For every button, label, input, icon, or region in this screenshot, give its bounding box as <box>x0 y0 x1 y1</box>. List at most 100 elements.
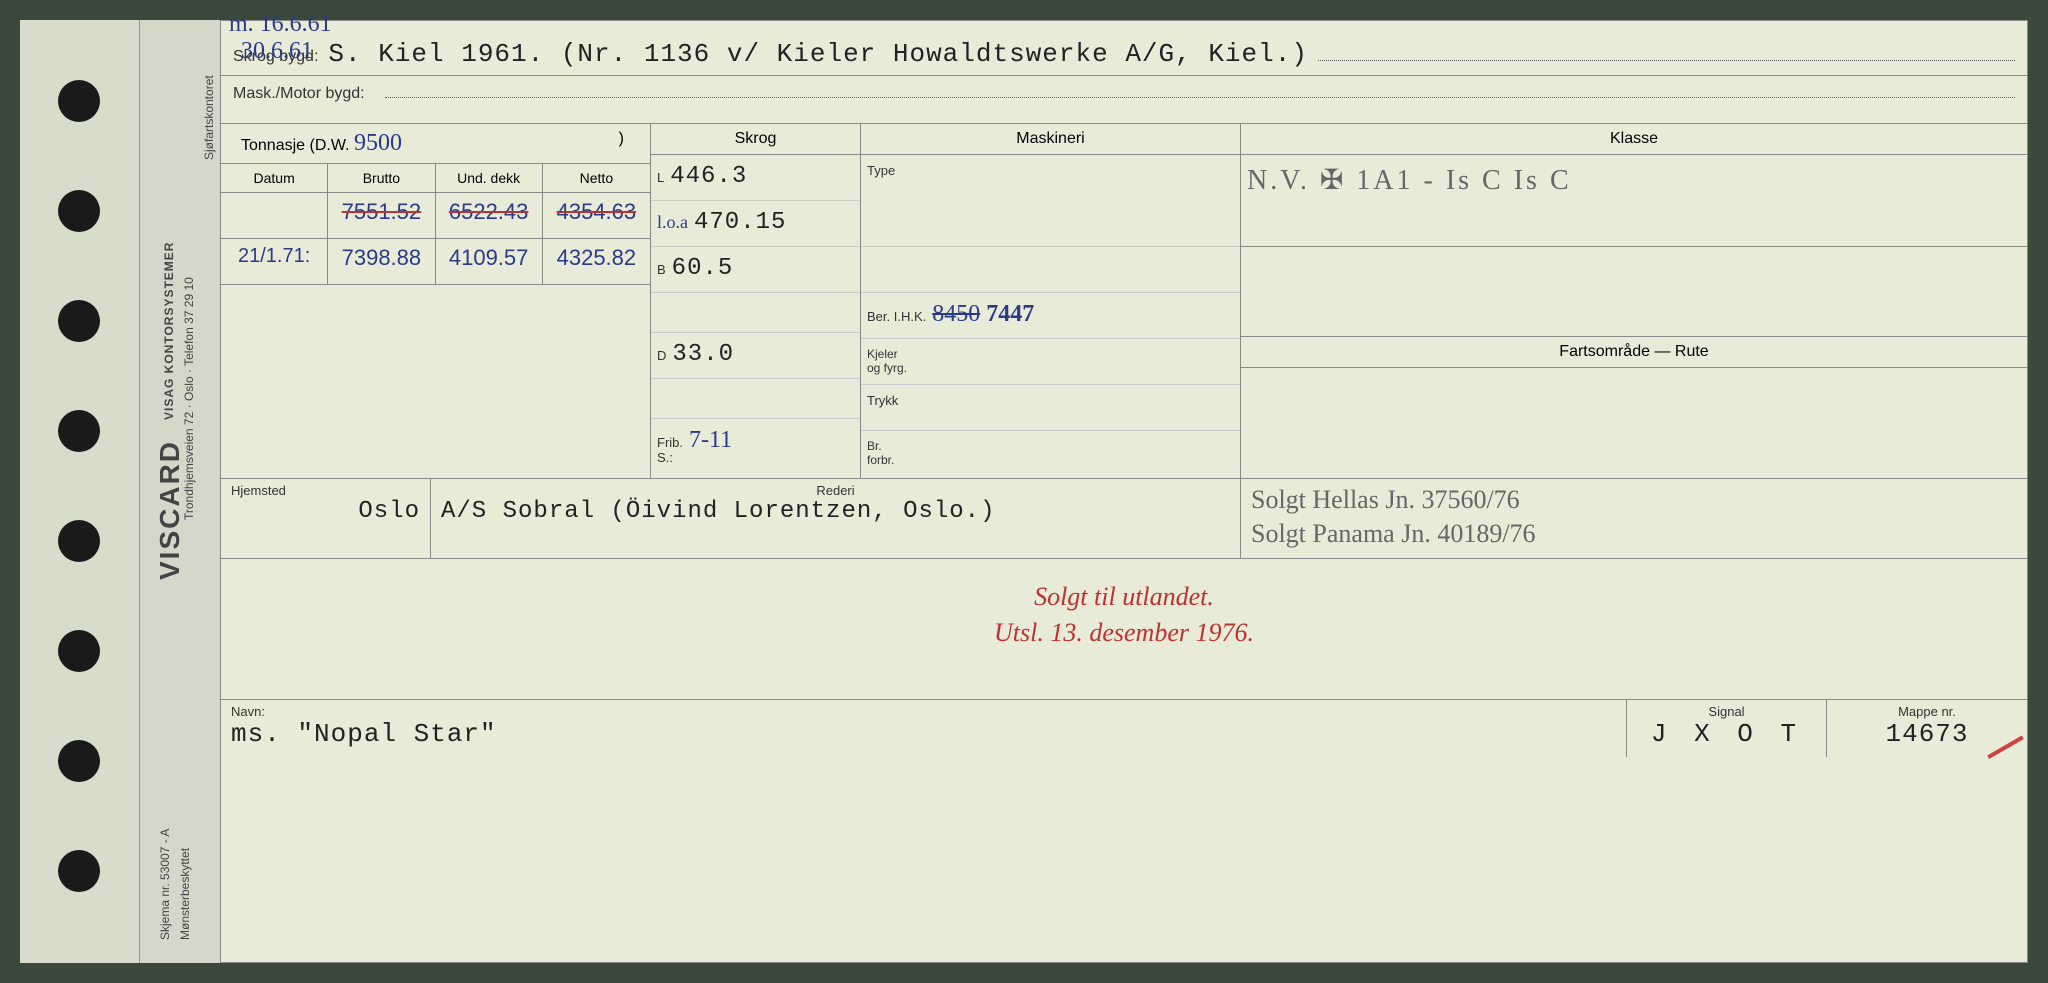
skrog-frib-row: Frib. S.: 7-11 <box>651 419 860 473</box>
B-value: 60.5 <box>672 255 734 282</box>
punch-hole <box>58 300 100 342</box>
brutto-1: 7551.52 <box>328 193 435 239</box>
und-1: 6522.43 <box>436 193 543 239</box>
klasse-value: N.V. ✠ 1A1 - Is C Is C <box>1247 163 1572 197</box>
frib-value: 7-11 <box>689 427 732 454</box>
D-value: 33.0 <box>672 341 734 368</box>
mask-bygd-label: Mask./Motor bygd: <box>233 85 365 103</box>
main-data-grid: Tonnasje (D.W. 9500 ) Datum Brutto Und. … <box>221 124 2027 479</box>
netto-1: 4354.63 <box>543 193 650 239</box>
mask-br-row: Br. forbr. <box>861 431 1240 477</box>
klasse-column: Klasse N.V. ✠ 1A1 - Is C Is C Fartsområd… <box>1241 124 2027 478</box>
klasse-header: Klasse <box>1241 124 2027 155</box>
skrog-D-row: D 33.0 <box>651 333 860 379</box>
punch-hole <box>58 740 100 782</box>
tonnasje-empty <box>221 285 650 445</box>
punch-hole <box>58 850 100 892</box>
rederi-value: A/S Sobral (Öivind Lorentzen, Oslo.) <box>441 498 1230 525</box>
pencil-notes: Solgt Hellas Jn. 37560/76 Solgt Panama J… <box>1251 483 2017 551</box>
notes-area: Solgt til utlandet. Utsl. 13. desember 1… <box>221 559 2027 699</box>
skrog-empty2 <box>651 379 860 419</box>
rederi-label: Rederi <box>441 483 1230 498</box>
dotted-line <box>1318 45 2015 61</box>
card-body: m. 16.6.61 30.6.61 Skrog bygd: S. Kiel 1… <box>220 20 2028 963</box>
mask-kjeler-row: Kjeler og fyrg. <box>861 339 1240 385</box>
punch-hole <box>58 410 100 452</box>
punch-hole-strip <box>20 20 140 963</box>
ber-struck: 8450 <box>932 301 980 328</box>
brutto-2: 7398.88 <box>328 239 435 285</box>
und-dekk-header: Und. dekk <box>436 164 543 193</box>
L-value: 446.3 <box>670 163 747 190</box>
skrog-header: Skrog <box>651 124 860 155</box>
br-label: Br. forbr. <box>867 439 894 467</box>
signal-cell: Signal J X O T <box>1627 700 1827 757</box>
klasse-empty <box>1241 247 2027 337</box>
punch-hole <box>58 80 100 122</box>
tonnasje-header: Tonnasje (D.W. 9500 ) <box>221 124 650 164</box>
skjema-nr: Skjema nr. 53007 - A <box>158 829 172 940</box>
signal-label: Signal <box>1637 704 1816 719</box>
punch-hole <box>58 190 100 232</box>
kjeler-label: Kjeler og fyrg. <box>867 347 907 375</box>
rederi-cell: Rederi A/S Sobral (Öivind Lorentzen, Osl… <box>431 479 1241 558</box>
skrog-empty1 <box>651 293 860 333</box>
record-card: Skjema nr. 53007 - A Mønsterbeskyttet VI… <box>20 20 2028 963</box>
brutto-header: Brutto <box>328 164 435 193</box>
skrog-column: Skrog L 446.3 l.o.a 470.15 B 60.5 D 33.0 <box>651 124 861 478</box>
skrog-L-row: L 446.3 <box>651 155 860 201</box>
B-label: B <box>657 262 666 277</box>
handwritten-date-top: m. 16.6.61 30.6.61 <box>229 11 332 65</box>
navn-label: Navn: <box>231 704 1616 719</box>
monster-label: Mønsterbeskyttet <box>178 848 192 940</box>
navn-value: ms. "Nopal Star" <box>231 719 1616 749</box>
dotted-line <box>385 82 2015 98</box>
punch-hole <box>58 630 100 672</box>
mappe-label: Mappe nr. <box>1837 704 2017 719</box>
address-label: Trondhjemsveien 72 · Oslo · Telefon 37 2… <box>182 277 196 520</box>
mask-ber-row: Ber. I.H.K. 8450 7447 <box>861 293 1240 339</box>
red-handwritten-notes: Solgt til utlandet. Utsl. 13. desember 1… <box>261 579 1987 652</box>
ber-label: Ber. I.H.K. <box>867 309 926 324</box>
ber-value: 7447 <box>986 301 1034 328</box>
skrog-loa-row: l.o.a 470.15 <box>651 201 860 247</box>
tonnasje-label: Tonnasje (D.W. <box>241 137 349 154</box>
farts-empty <box>1241 368 2027 478</box>
D-label: D <box>657 348 666 363</box>
mask-bygd-row: Mask./Motor bygd: <box>221 76 2027 124</box>
hjemsted-label: Hjemsted <box>231 483 420 498</box>
datum-2: 21/1.71: <box>221 239 328 285</box>
netto-header: Netto <box>543 164 650 193</box>
mask-empty1 <box>861 247 1240 293</box>
side-margin-text: Skjema nr. 53007 - A Mønsterbeskyttet VI… <box>148 20 208 963</box>
tonnasje-row-2: 21/1.71: 7398.88 4109.57 4325.82 <box>221 239 650 285</box>
signal-value: J X O T <box>1637 719 1816 749</box>
visag-label: VISAG KONTORSYSTEMER <box>162 242 176 420</box>
klasse-value-row: N.V. ✠ 1A1 - Is C Is C <box>1241 155 2027 247</box>
hjemsted-rederi-row: Hjemsted Oslo Rederi A/S Sobral (Öivind … <box>221 479 2027 559</box>
hjemsted-cell: Hjemsted Oslo <box>221 479 431 558</box>
L-label: L <box>657 170 664 185</box>
skrog-bygd-row: Skrog bygd: S. Kiel 1961. (Nr. 1136 v/ K… <box>221 21 2027 76</box>
skrog-bygd-value: S. Kiel 1961. (Nr. 1136 v/ Kieler Howald… <box>328 39 1308 69</box>
mappe-cell: Mappe nr. 14673 <box>1827 700 2027 757</box>
tonnasje-dw-value: 9500 <box>354 130 402 156</box>
datum-header: Datum <box>221 164 328 193</box>
loa-label: l.o.a <box>657 212 688 233</box>
type-label: Type <box>867 163 895 178</box>
tonnasje-row-1: 7551.52 6522.43 4354.63 <box>221 193 650 239</box>
farts-header: Fartsområde — Rute <box>1241 337 2027 368</box>
netto-2: 4325.82 <box>543 239 650 285</box>
frib-label: Frib. S.: <box>657 435 683 465</box>
tonnasje-subheaders: Datum Brutto Und. dekk Netto <box>221 164 650 193</box>
pencil-notes-cell: Solgt Hellas Jn. 37560/76 Solgt Panama J… <box>1241 479 2027 558</box>
mask-trykk-row: Trykk <box>861 385 1240 431</box>
mask-type-row: Type <box>861 155 1240 247</box>
sjofarts-label: Sjøfartskontoret <box>202 75 216 160</box>
tonnasje-column: Tonnasje (D.W. 9500 ) Datum Brutto Und. … <box>221 124 651 478</box>
maskineri-header: Maskineri <box>861 124 1240 155</box>
navn-cell: Navn: ms. "Nopal Star" <box>221 700 1627 757</box>
maskineri-column: Maskineri Type Ber. I.H.K. 8450 7447 Kje… <box>861 124 1241 478</box>
hjemsted-value: Oslo <box>231 498 420 525</box>
footer-row: Navn: ms. "Nopal Star" Signal J X O T Ma… <box>221 699 2027 757</box>
